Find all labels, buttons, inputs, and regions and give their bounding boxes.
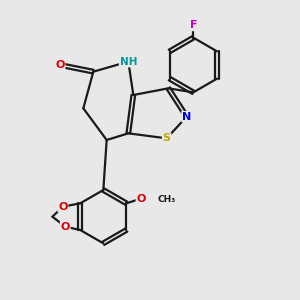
Text: S: S	[163, 133, 171, 143]
Text: F: F	[190, 20, 197, 30]
Text: N: N	[182, 112, 191, 122]
Text: O: O	[136, 194, 146, 204]
Text: CH₃: CH₃	[158, 195, 176, 204]
Text: O: O	[55, 60, 65, 70]
Text: F: F	[190, 20, 197, 30]
Text: NH: NH	[120, 57, 137, 67]
Text: O: O	[58, 202, 68, 212]
Text: O: O	[61, 222, 70, 232]
